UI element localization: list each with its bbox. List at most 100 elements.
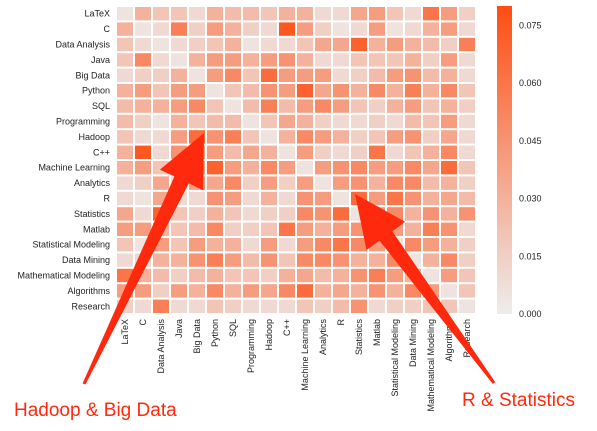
- heatmap-cell: [135, 161, 151, 175]
- heatmap-cell: [117, 161, 133, 175]
- y-tick-label: R: [104, 194, 111, 204]
- heatmap-cell: [369, 299, 385, 313]
- heatmap-cell: [243, 176, 259, 190]
- heatmap-cell: [333, 299, 349, 313]
- heatmap-cell: [459, 191, 475, 206]
- heatmap-cell: [351, 130, 367, 144]
- heatmap-cell: [459, 284, 475, 298]
- heatmap-cell: [387, 268, 403, 283]
- heatmap-cell: [333, 253, 349, 267]
- heatmap-cell: [279, 253, 295, 267]
- heatmap-cell: [117, 22, 133, 36]
- x-tick-label: Data Mining: [408, 319, 418, 367]
- heatmap-cell: [441, 253, 457, 267]
- heatmap-cell: [153, 114, 169, 129]
- heatmap-cell: [441, 176, 457, 190]
- heatmap-cell: [243, 68, 259, 82]
- heatmap-cell: [135, 53, 151, 67]
- heatmap-cell: [243, 99, 259, 113]
- heatmap-cell: [405, 7, 421, 21]
- heatmap-cell: [297, 130, 313, 144]
- heatmap-cell: [279, 99, 295, 113]
- heatmap-cell: [297, 68, 313, 82]
- heatmap-cell: [459, 238, 475, 252]
- heatmap-cell: [207, 268, 223, 283]
- heatmap-cell: [207, 53, 223, 67]
- heatmap-cell: [243, 207, 259, 221]
- heatmap-cell: [405, 207, 421, 221]
- heatmap-cell: [135, 99, 151, 113]
- heatmap-cell: [441, 161, 457, 175]
- heatmap-cell: [207, 99, 223, 113]
- heatmap-cell: [423, 191, 439, 206]
- heatmap-cell: [243, 53, 259, 67]
- y-tick-label: C++: [93, 147, 110, 157]
- x-tick-label: Programming: [246, 319, 256, 373]
- heatmap-cell: [315, 145, 331, 159]
- heatmap-cell: [459, 53, 475, 67]
- heatmap-cell: [369, 176, 385, 190]
- heatmap-cell: [153, 53, 169, 67]
- y-tick-label: Hadoop: [78, 132, 110, 142]
- heatmap-cell: [189, 37, 205, 52]
- heatmap-cell: [279, 53, 295, 67]
- heatmap-cell: [369, 68, 385, 82]
- heatmap-cell: [153, 84, 169, 98]
- heatmap-cell: [333, 99, 349, 113]
- heatmap-cell: [315, 222, 331, 236]
- heatmap-cell: [333, 114, 349, 129]
- x-tick-label: Analytics: [318, 319, 328, 356]
- heatmap-cell: [225, 238, 241, 252]
- heatmap-cell: [279, 222, 295, 236]
- heatmap-cell: [351, 114, 367, 129]
- heatmap-cell: [225, 207, 241, 221]
- colorbar-tick-label: 0.030: [519, 194, 542, 204]
- heatmap-cell: [261, 99, 277, 113]
- heatmap-cell: [405, 53, 421, 67]
- heatmap-cell: [189, 222, 205, 236]
- heatmap-cell: [171, 299, 187, 313]
- heatmap-cell: [261, 299, 277, 313]
- heatmap-cell: [243, 84, 259, 98]
- heatmap-cell: [117, 68, 133, 82]
- heatmap-cell: [333, 284, 349, 298]
- heatmap-cell: [459, 176, 475, 190]
- heatmap-cell: [153, 299, 169, 313]
- heatmap-cell: [189, 7, 205, 21]
- heatmap-cell: [423, 222, 439, 236]
- heatmap-cell: [153, 284, 169, 298]
- heatmap-cell: [441, 84, 457, 98]
- heatmap-cell: [189, 114, 205, 129]
- heatmap-cell: [261, 161, 277, 175]
- annotation-r-statistics: R & Statistics: [462, 390, 575, 411]
- heatmap-cell: [315, 238, 331, 252]
- colorbar-gradient: [497, 6, 512, 314]
- heatmap-cell: [153, 145, 169, 159]
- heatmap-cell: [405, 22, 421, 36]
- heatmap-cell: [225, 268, 241, 283]
- heatmap-cell: [171, 84, 187, 98]
- heatmap-cell: [351, 53, 367, 67]
- heatmap-cell: [225, 68, 241, 82]
- heatmap-cell: [423, 114, 439, 129]
- x-tick-label: Machine Learning: [300, 319, 310, 391]
- colorbar-tick-label: 0.000: [519, 309, 542, 319]
- heatmap-cell: [459, 145, 475, 159]
- heatmap-cell: [225, 7, 241, 21]
- heatmap-cell: [387, 299, 403, 313]
- x-tick-label: Big Data: [192, 319, 202, 354]
- heatmap-cell: [279, 114, 295, 129]
- heatmap-cell: [261, 7, 277, 21]
- y-tick-label: Algorithms: [67, 286, 110, 296]
- heatmap-cell: [459, 114, 475, 129]
- heatmap-cell: [333, 238, 349, 252]
- heatmap-cell: [279, 299, 295, 313]
- heatmap-cell: [261, 207, 277, 221]
- heatmap-cell: [459, 268, 475, 283]
- heatmap-cell: [459, 37, 475, 52]
- heatmap-cell: [297, 22, 313, 36]
- y-tick-label: Mathematical Modeling: [17, 271, 110, 281]
- y-tick-label: Machine Learning: [38, 163, 110, 173]
- heatmap-cell: [369, 161, 385, 175]
- heatmap-cell: [261, 114, 277, 129]
